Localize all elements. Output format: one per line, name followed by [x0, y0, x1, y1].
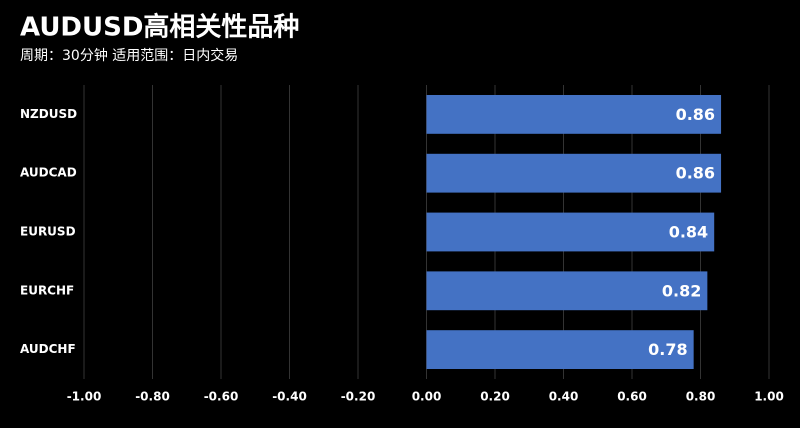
x-tick-label: -0.60	[204, 390, 239, 404]
y-tick-label: NZDUSD	[20, 107, 77, 121]
data-label: 0.82	[662, 281, 701, 300]
y-tick-label: AUDCHF	[20, 342, 76, 356]
x-tick-label: -0.80	[135, 390, 170, 404]
bar	[426, 271, 708, 311]
x-tick-label: 0.40	[549, 390, 579, 404]
y-tick-label: AUDCAD	[20, 166, 77, 180]
x-tick-label: 1.00	[754, 390, 784, 404]
x-tick-label: -1.00	[67, 390, 102, 404]
data-label: 0.84	[669, 223, 708, 242]
bar	[426, 94, 722, 134]
y-tick-label: EURUSD	[20, 225, 76, 239]
y-tick-label: EURCHF	[20, 283, 74, 297]
data-label: 0.78	[648, 340, 687, 359]
chart-subtitle: 周期：30分钟 适用范围：日内交易	[20, 47, 238, 64]
x-tick-label: 0.20	[480, 390, 510, 404]
bar	[426, 153, 722, 193]
x-tick-label: 0.60	[617, 390, 647, 404]
chart-title: AUDUSD高相关性品种	[20, 12, 299, 43]
data-label: 0.86	[676, 105, 715, 124]
x-tick-label: -0.20	[341, 390, 376, 404]
x-tick-label: 0.80	[686, 390, 716, 404]
bar	[426, 212, 715, 252]
x-tick-label: -0.40	[272, 390, 307, 404]
bar	[426, 330, 694, 370]
data-label: 0.86	[676, 164, 715, 183]
x-tick-label: 0.00	[412, 390, 442, 404]
